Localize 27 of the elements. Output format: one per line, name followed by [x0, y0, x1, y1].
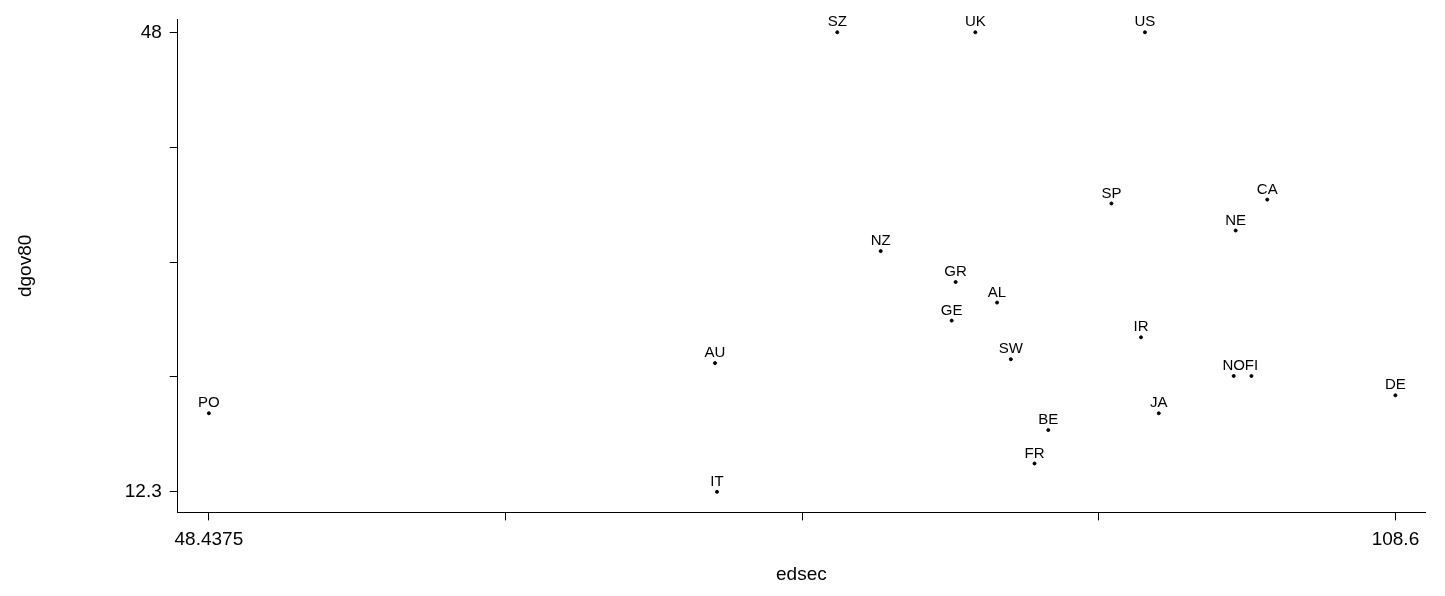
data-label: DE: [1385, 375, 1406, 393]
data-label: IR: [1133, 317, 1149, 335]
data-label: UK: [964, 12, 986, 30]
x-tick-label: 48.4375: [174, 528, 244, 550]
data-label: NE: [1225, 210, 1247, 228]
data-label: SZ: [827, 12, 847, 30]
data-label: JA: [1149, 393, 1168, 411]
x-axis-title: edsec: [776, 562, 827, 584]
data-label: FR: [1024, 443, 1045, 461]
data-label: NO: [1222, 356, 1245, 374]
data-label: US: [1134, 12, 1156, 30]
data-label: SW: [998, 339, 1024, 357]
data-label: GR: [944, 262, 968, 280]
data-label: AU: [704, 343, 726, 361]
y-axis-title: dgov80: [13, 234, 35, 298]
data-label: GE: [940, 300, 963, 318]
data-label: CA: [1256, 179, 1278, 197]
data-label: AL: [987, 282, 1007, 300]
y-tick-label: 48: [140, 20, 162, 42]
data-label: BE: [1038, 410, 1059, 428]
data-label: FI: [1244, 356, 1259, 374]
data-label: NZ: [870, 231, 891, 249]
data-label: PO: [198, 393, 220, 411]
x-tick-label: 108.6: [1371, 528, 1420, 550]
y-tick-label: 12.3: [124, 480, 162, 502]
data-label: IT: [710, 471, 724, 489]
data-label: SP: [1101, 183, 1122, 201]
